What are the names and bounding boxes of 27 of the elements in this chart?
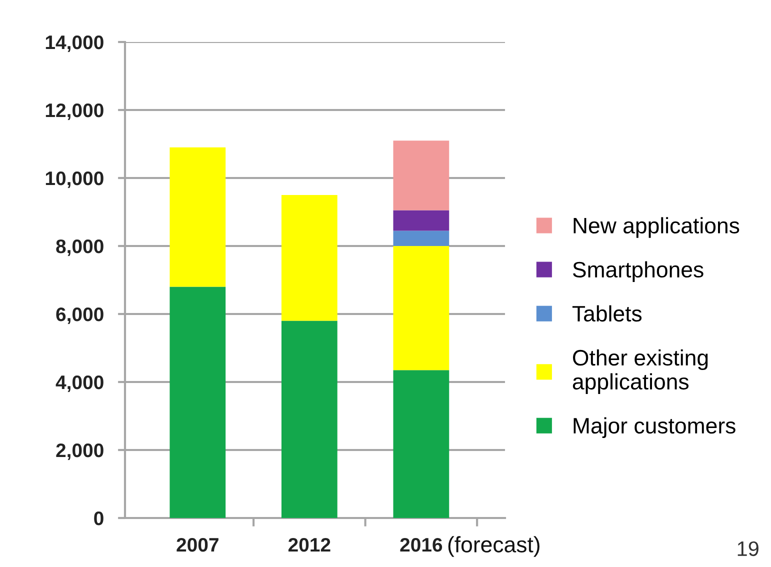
x-tick-label: 2012 (288, 538, 330, 552)
y-tick-label: 12,000 (46, 103, 104, 120)
bar (281, 320, 338, 518)
y-tick-label: 0 (94, 511, 104, 526)
bar (170, 147, 226, 287)
bar (281, 195, 338, 321)
bar (393, 210, 450, 231)
bar (393, 140, 450, 210)
bar (393, 246, 450, 370)
bar (393, 370, 450, 518)
y-tick-label: 10,000 (46, 171, 104, 188)
y-tick-label: 2,000 (56, 443, 104, 460)
text: 19 (738, 541, 758, 556)
text: (forecast) (448, 536, 540, 557)
x-tick-label: 2016 (400, 538, 442, 552)
bar (393, 230, 450, 246)
bar (170, 286, 226, 518)
legend-label: New applications (574, 217, 740, 238)
y-tick-label: 14,000 (46, 35, 104, 52)
y-tick-label: 6,000 (56, 307, 104, 324)
legend-label: Major customers (574, 417, 736, 438)
x-tick-label: 2007 (176, 538, 218, 552)
legend-label: Tablets (572, 305, 642, 322)
legend-label: Other existing applications (572, 349, 708, 394)
y-tick-label: 8,000 (56, 239, 104, 256)
y-tick-label: 4,000 (56, 375, 104, 392)
legend-label: Smartphones (572, 261, 704, 282)
